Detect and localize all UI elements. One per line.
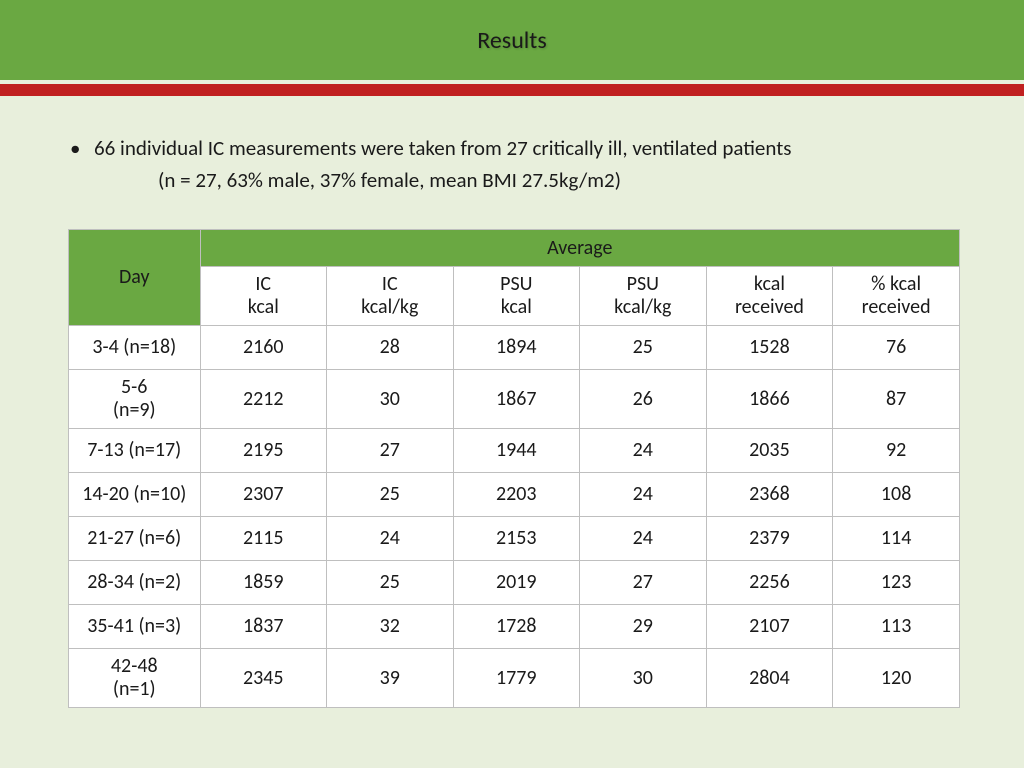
data-cell: 2195: [200, 428, 326, 472]
table-row: 14-20 (n=10)2307252203242368108: [69, 472, 960, 516]
col-header-day: Day: [69, 229, 201, 325]
data-cell: 123: [833, 560, 960, 604]
table-row: 42-48(n=1)2345391779302804120: [69, 648, 960, 707]
col-subheader-4: kcalreceived: [706, 266, 833, 325]
data-cell: 24: [326, 516, 453, 560]
data-cell: 32: [326, 604, 453, 648]
data-cell: 1867: [453, 369, 579, 428]
day-cell: 42-48(n=1): [69, 648, 201, 707]
data-cell: 25: [326, 472, 453, 516]
data-cell: 25: [580, 325, 707, 369]
col-subheader-0: ICkcal: [200, 266, 326, 325]
data-cell: 24: [580, 428, 707, 472]
data-cell: 2019: [453, 560, 579, 604]
data-cell: 2153: [453, 516, 579, 560]
data-cell: 2203: [453, 472, 579, 516]
data-cell: 76: [833, 325, 960, 369]
red-divider: [0, 84, 1024, 96]
data-cell: 2804: [706, 648, 833, 707]
data-cell: 1528: [706, 325, 833, 369]
data-cell: 2107: [706, 604, 833, 648]
bullet-main-text: 66 individual IC measurements were taken…: [94, 134, 956, 162]
sub-header-row: ICkcalICkcal/kgPSUkcalPSUkcal/kgkcalrece…: [69, 266, 960, 325]
data-cell: 27: [326, 428, 453, 472]
results-table: Day Average ICkcalICkcal/kgPSUkcalPSUkca…: [68, 229, 960, 708]
table-row: 7-13 (n=17)219527194424203592: [69, 428, 960, 472]
data-cell: 113: [833, 604, 960, 648]
table-row: 28-34 (n=2)1859252019272256123: [69, 560, 960, 604]
col-subheader-5: % kcalreceived: [833, 266, 960, 325]
table-row: 3-4 (n=18)216028189425152876: [69, 325, 960, 369]
data-cell: 1728: [453, 604, 579, 648]
table-row: 35-41 (n=3)1837321728292107113: [69, 604, 960, 648]
col-subheader-1: ICkcal/kg: [326, 266, 453, 325]
data-cell: 92: [833, 428, 960, 472]
table-row: 5-6(n=9)221230186726186687: [69, 369, 960, 428]
content-area: • 66 individual IC measurements were tak…: [0, 96, 1024, 708]
data-cell: 29: [580, 604, 707, 648]
data-cell: 1837: [200, 604, 326, 648]
data-cell: 28: [326, 325, 453, 369]
col-header-average: Average: [200, 229, 959, 266]
data-cell: 2368: [706, 472, 833, 516]
day-cell: 35-41 (n=3): [69, 604, 201, 648]
col-subheader-2: PSUkcal: [453, 266, 579, 325]
day-cell: 7-13 (n=17): [69, 428, 201, 472]
data-cell: 1944: [453, 428, 579, 472]
data-cell: 30: [326, 369, 453, 428]
data-cell: 1859: [200, 560, 326, 604]
day-cell: 21-27 (n=6): [69, 516, 201, 560]
data-cell: 39: [326, 648, 453, 707]
table-row: 21-27 (n=6)2115242153242379114: [69, 516, 960, 560]
day-cell: 14-20 (n=10): [69, 472, 201, 516]
data-cell: 2035: [706, 428, 833, 472]
data-cell: 108: [833, 472, 960, 516]
data-cell: 2256: [706, 560, 833, 604]
data-cell: 2307: [200, 472, 326, 516]
bullet-dot: •: [68, 134, 94, 162]
data-cell: 120: [833, 648, 960, 707]
day-cell: 3-4 (n=18): [69, 325, 201, 369]
data-cell: 2379: [706, 516, 833, 560]
data-cell: 2345: [200, 648, 326, 707]
data-cell: 87: [833, 369, 960, 428]
data-cell: 2212: [200, 369, 326, 428]
data-cell: 24: [580, 472, 707, 516]
data-cell: 30: [580, 648, 707, 707]
slide-title: Results: [477, 26, 546, 55]
bullet-block: • 66 individual IC measurements were tak…: [68, 134, 956, 195]
data-cell: 27: [580, 560, 707, 604]
bullet-sub-text: (n = 27, 63% male, 37% female, mean BMI …: [68, 166, 956, 194]
data-cell: 24: [580, 516, 707, 560]
data-cell: 2115: [200, 516, 326, 560]
data-cell: 1866: [706, 369, 833, 428]
data-cell: 1894: [453, 325, 579, 369]
data-cell: 114: [833, 516, 960, 560]
data-cell: 26: [580, 369, 707, 428]
col-subheader-3: PSUkcal/kg: [580, 266, 707, 325]
data-cell: 2160: [200, 325, 326, 369]
slide-header: Results: [0, 0, 1024, 80]
day-cell: 5-6(n=9): [69, 369, 201, 428]
data-cell: 25: [326, 560, 453, 604]
data-cell: 1779: [453, 648, 579, 707]
day-cell: 28-34 (n=2): [69, 560, 201, 604]
